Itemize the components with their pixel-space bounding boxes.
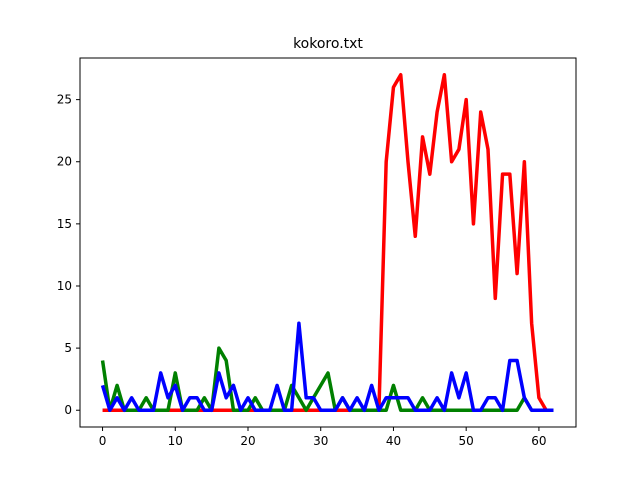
series-line-1 bbox=[102, 73, 554, 412]
axes-layer: 0 10 20 30 40 50 60 0 5 10 15 20 25 bbox=[57, 57, 577, 448]
x-tick-label: 50 bbox=[459, 434, 474, 448]
y-tick-label: 25 bbox=[57, 93, 72, 107]
plot-frame bbox=[79, 57, 577, 428]
series-layer bbox=[100, 73, 554, 412]
x-tick-label: 30 bbox=[313, 434, 328, 448]
x-tick-label: 40 bbox=[386, 434, 401, 448]
y-tick-label: 5 bbox=[64, 341, 72, 355]
y-tick-label: 15 bbox=[57, 217, 72, 231]
chart-title: kokoro.txt bbox=[293, 36, 363, 52]
x-tick-label: 10 bbox=[168, 434, 183, 448]
series-line-3 bbox=[100, 321, 554, 412]
y-tick-label: 10 bbox=[57, 279, 72, 293]
y-tick-label: 0 bbox=[64, 403, 72, 417]
x-tick-label: 60 bbox=[531, 434, 546, 448]
x-tick-label: 0 bbox=[99, 434, 107, 448]
x-tick-label: 20 bbox=[240, 434, 255, 448]
y-tick-label: 20 bbox=[57, 155, 72, 169]
